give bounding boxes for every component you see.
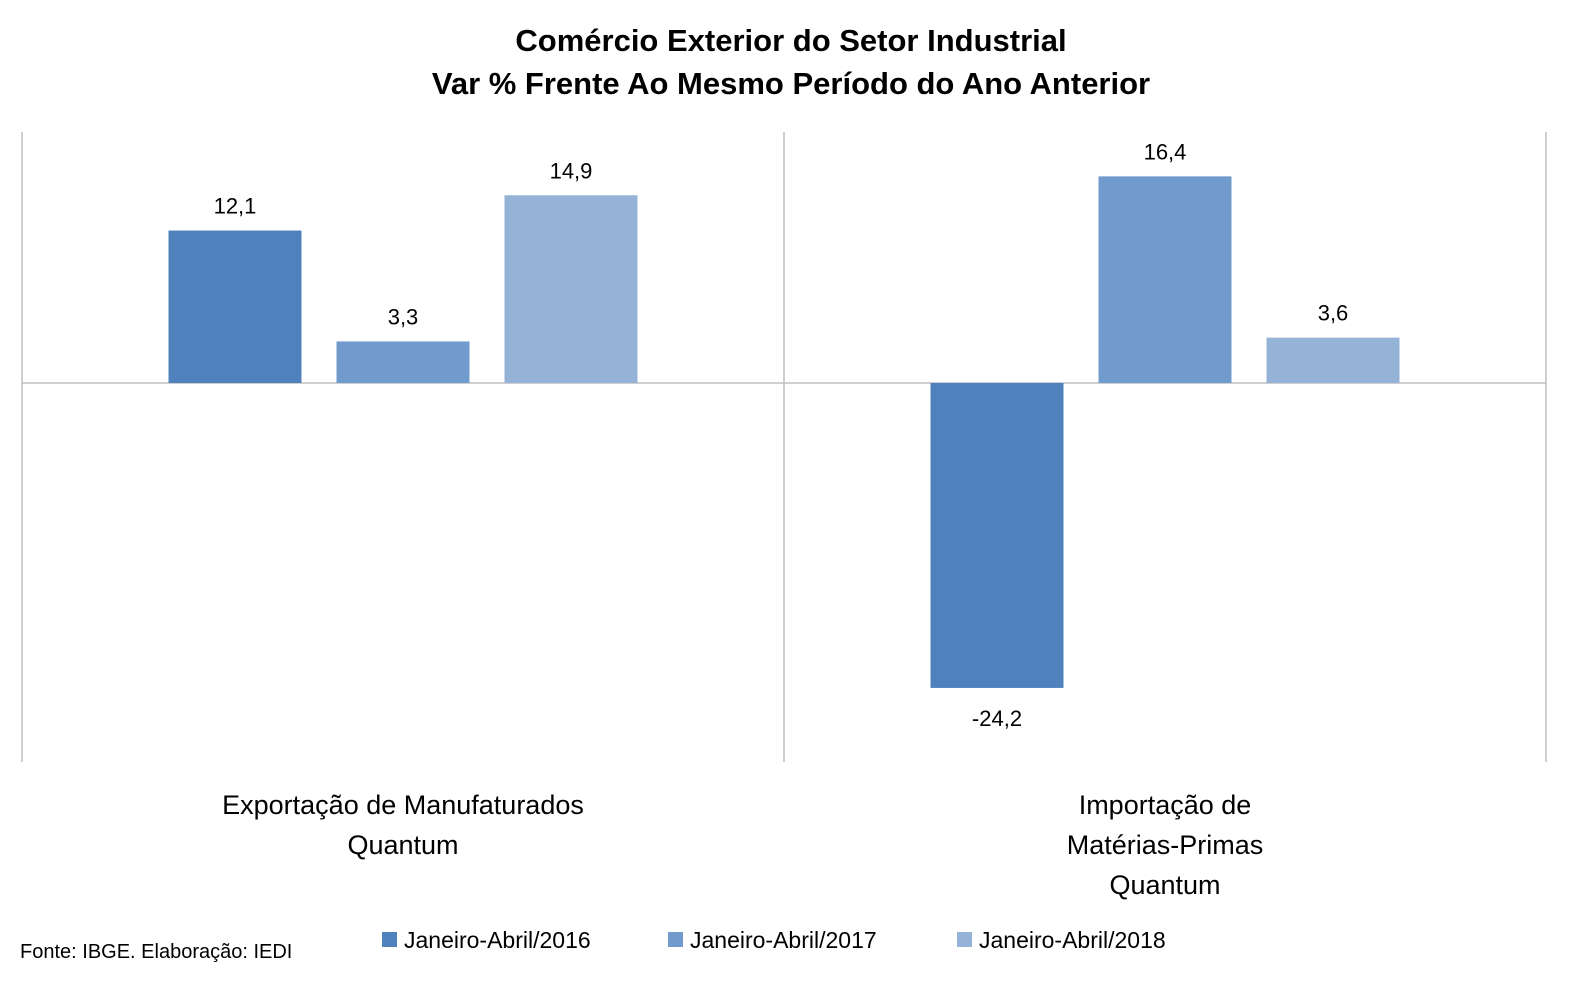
category-label-1-line-1: Exportação de Manufaturados [222, 790, 584, 820]
data-label-1-3: 14,9 [550, 158, 593, 183]
data-label-2-3: 3,6 [1318, 301, 1349, 326]
bar-2-1 [930, 383, 1064, 688]
source-note: Fonte: IBGE. Elaboração: IEDI [20, 941, 292, 963]
data-label-1-2: 3,3 [388, 304, 419, 329]
bar-2-2 [1098, 176, 1232, 383]
bar-1-2 [336, 341, 470, 383]
legend-label-3: Janeiro-Abril/2018 [979, 927, 1166, 953]
data-labels: 12,1 3,3 14,9 -24,2 16,4 3,6 [214, 139, 1349, 731]
legend-label-1: Janeiro-Abril/2016 [404, 927, 591, 953]
chart-title: Comércio Exterior do Setor Industrial Va… [432, 23, 1150, 101]
chart-title-line-2: Var % Frente Ao Mesmo Período do Ano Ant… [432, 66, 1150, 101]
data-label-1-1: 12,1 [214, 194, 257, 219]
category-label-2-line-1: Importação de [1079, 790, 1252, 820]
category-label-2-line-3: Quantum [1109, 870, 1220, 900]
bar-1-1 [168, 230, 302, 383]
category-label-1-line-2: Quantum [347, 830, 458, 860]
category-labels: Exportação de Manufaturados Quantum Import… [222, 790, 1263, 900]
legend: Janeiro-Abril/2016 Janeiro-Abril/2017 Jane… [382, 927, 1166, 953]
data-label-2-2: 16,4 [1144, 139, 1187, 164]
legend-swatch-2 [668, 932, 683, 947]
legend-swatch-1 [382, 932, 397, 947]
category-label-2-line-2: Matérias-Primas [1067, 830, 1264, 860]
legend-swatch-3 [957, 932, 972, 947]
bar-2-3 [1266, 337, 1400, 383]
bar-1-3 [504, 195, 638, 383]
chart-title-line-1: Comércio Exterior do Setor Industrial [515, 23, 1066, 58]
plot-axes [21, 132, 1547, 762]
legend-label-2: Janeiro-Abril/2017 [690, 927, 877, 953]
data-label-2-1: -24,2 [972, 706, 1022, 731]
bars [168, 176, 1400, 688]
